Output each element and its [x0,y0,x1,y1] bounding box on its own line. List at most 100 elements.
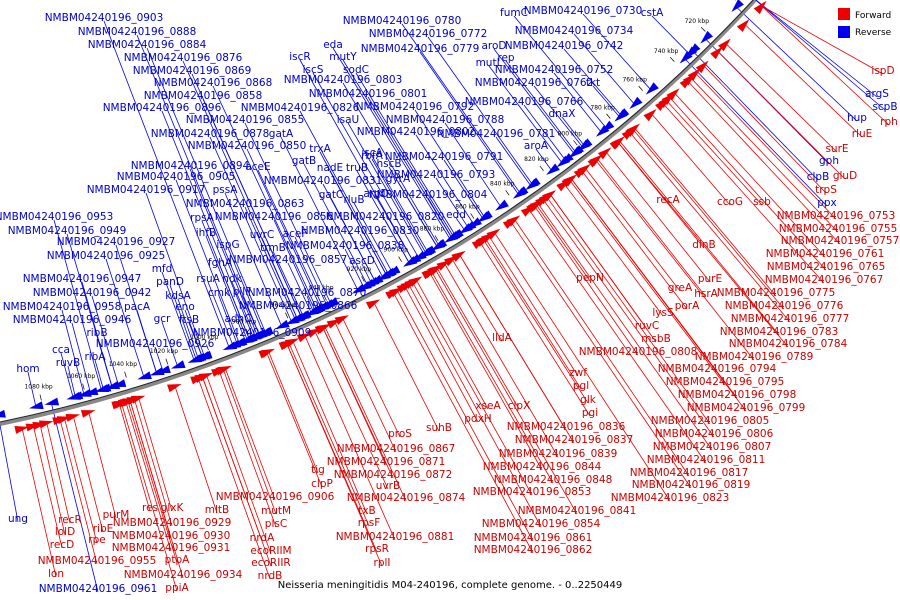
gene-label-kdsA[interactable]: kdsA [165,290,191,302]
gene-label-gatA[interactable]: gatA [269,128,294,140]
gene-label-NMBM04240196_0934[interactable]: NMBM04240196_0934 [124,569,243,581]
gene-label-ftsB[interactable]: ftsB [179,314,199,326]
gene-label-cstA[interactable]: cstA [641,7,664,19]
gene-label-gatC[interactable]: gatC [319,189,344,201]
gene-label-NMBM04240196_0820[interactable]: NMBM04240196_0820 [326,211,445,223]
gene-label-NMBM04240196_0946[interactable]: NMBM04240196_0946 [13,314,132,326]
gene-label-proS[interactable]: proS [388,428,412,440]
gene-label-NMBM04240196_0803[interactable]: NMBM04240196_0803 [284,74,403,86]
gene-label-truB[interactable]: truB [346,162,368,174]
gene-label-NMBM04240196_0949[interactable]: NMBM04240196_0949 [8,225,127,237]
gene-label-gatB[interactable]: gatB [292,155,316,167]
gene-label-msbB[interactable]: msbB [641,333,671,345]
gene-label-NMBM04240196_0881[interactable]: NMBM04240196_0881 [336,531,455,543]
gene-label-iscS[interactable]: iscS [303,64,324,76]
gene-label-pgi[interactable]: pgi [582,407,598,419]
gene-label-rpe[interactable]: rpe [88,534,105,546]
gene-label-ruvB[interactable]: ruvB [56,357,80,369]
gene-label-NMBM04240196_0791[interactable]: NMBM04240196_0791 [385,151,504,163]
gene-label-ispD[interactable]: ispD [871,65,894,77]
gene-label-NMBM04240196_0806[interactable]: NMBM04240196_0806 [655,428,774,440]
gene-label-NMBM04240196_0906[interactable]: NMBM04240196_0906 [216,491,335,503]
gene-label-NMBM04240196_0772[interactable]: NMBM04240196_0772 [369,28,488,40]
gene-label-NMBM04240196_0841[interactable]: NMBM04240196_0841 [518,505,637,517]
gene-label-lldA[interactable]: lldA [492,332,512,344]
gene-label-NMBM04240196_0844[interactable]: NMBM04240196_0844 [483,461,602,473]
gene-label-NMBM04240196_0767[interactable]: NMBM04240196_0767 [765,274,884,286]
gene-label-NMBM04240196_0779[interactable]: NMBM04240196_0779 [361,43,480,55]
gene-label-NMBM04240196_0853[interactable]: NMBM04240196_0853 [473,486,592,498]
gene-label-pepN[interactable]: pepN [576,272,604,284]
gene-label-aroD[interactable]: aroD [481,40,506,52]
gene-label-NMBM04240196_0823[interactable]: NMBM04240196_0823 [611,492,730,504]
gene-label-NMBM04240196_0831[interactable]: NMBM04240196_0831 [264,175,383,187]
gene-label-recR[interactable]: recR [58,514,82,526]
gene-label-NMBM04240196_0862[interactable]: NMBM04240196_0862 [474,544,593,556]
gene-label-NMBM04240196_0804[interactable]: NMBM04240196_0804 [369,189,488,201]
gene-label-rph[interactable]: rph [880,116,898,128]
gene-label-trxA[interactable]: trxA [309,143,331,155]
gene-label-NMBM04240196_0730[interactable]: NMBM04240196_0730 [524,5,643,17]
gene-label-NMBM04240196_0801[interactable]: NMBM04240196_0801 [309,88,428,100]
gene-label-cca[interactable]: cca [52,344,70,356]
gene-label-NMBM04240196_0961[interactable]: NMBM04240196_0961 [39,583,158,595]
gene-label-ptpA[interactable]: ptpA [165,554,190,566]
gene-label-NMBM04240196_0857[interactable]: NMBM04240196_0857 [229,254,348,266]
gene-label-ribB[interactable]: ribB [86,327,107,339]
gene-label-cmk[interactable]: cmk [208,287,231,299]
gene-label-NMBM04240196_0734[interactable]: NMBM04240196_0734 [515,25,634,37]
gene-label-NMBM04240196_0905[interactable]: NMBM04240196_0905 [117,171,236,183]
gene-label-NMBM04240196_0839[interactable]: NMBM04240196_0839 [499,448,618,460]
gene-label-NMBM04240196_0866[interactable]: NMBM04240196_0866 [239,300,358,312]
gene-label-NMBM04240196_0867[interactable]: NMBM04240196_0867 [337,443,456,455]
gene-label-NMBM04240196_0783[interactable]: NMBM04240196_0783 [720,326,839,338]
gene-label-NMBM04240196_0837[interactable]: NMBM04240196_0837 [515,434,634,446]
gene-label-NMBM04240196_0775[interactable]: NMBM04240196_0775 [717,287,836,299]
gene-label-NMBM04240196_0802[interactable]: NMBM04240196_0802 [357,126,476,138]
gene-label-NMBM04240196_0765[interactable]: NMBM04240196_0765 [767,261,886,273]
gene-label-glk[interactable]: glk [580,394,597,406]
gene-label-NMBM04240196_0788[interactable]: NMBM04240196_0788 [386,114,505,126]
gene-label-NMBM04240196_0909[interactable]: NMBM04240196_0909 [193,327,312,339]
gene-label-NMBM04240196_0869[interactable]: NMBM04240196_0869 [133,65,252,77]
gene-label-ndk[interactable]: ndk [222,273,242,285]
gene-label-ribE[interactable]: ribE [93,523,114,535]
gene-label-aroA[interactable]: aroA [524,140,549,152]
gene-label-NMBM04240196_0766[interactable]: NMBM04240196_0766 [465,96,584,108]
gene-label-trpS[interactable]: trpS [815,184,837,196]
gene-label-NMBM04240196_0929[interactable]: NMBM04240196_0929 [113,517,232,529]
gene-label-ung[interactable]: ung [8,513,28,525]
gene-label-dinB[interactable]: dinB [692,239,715,251]
gene-label-NMBM04240196_0863[interactable]: NMBM04240196_0863 [186,198,305,210]
gene-label-gph[interactable]: gph [819,155,839,167]
gene-label-rpsR[interactable]: rpsR [365,543,389,555]
gene-label-rsuA[interactable]: rsuA [196,273,220,285]
gene-label-NMBM04240196_0798[interactable]: NMBM04240196_0798 [678,389,797,401]
gene-label-ihfB[interactable]: ihfB [196,227,216,239]
gene-label-hom[interactable]: hom [16,363,39,375]
gene-label-nrdB[interactable]: nrdB [258,570,283,582]
gene-label-NMBM04240196_0780[interactable]: NMBM04240196_0780 [343,15,462,27]
gene-label-zwf[interactable]: zwf [569,367,587,379]
gene-label-edd[interactable]: edd [446,209,466,221]
gene-label-NMBM04240196_0925[interactable]: NMBM04240196_0925 [47,250,166,262]
gene-label-pssA[interactable]: pssA [213,184,239,196]
gene-label-NMBM04240196_0878[interactable]: NMBM04240196_0878 [151,128,270,140]
gene-label-surE[interactable]: surE [825,143,848,155]
gene-label-pacA[interactable]: pacA [124,301,151,313]
gene-label-NMBM04240196_0742[interactable]: NMBM04240196_0742 [505,40,624,52]
gene-label-NMBM04240196_0942[interactable]: NMBM04240196_0942 [33,287,152,299]
gene-label-porA[interactable]: porA [675,300,700,312]
gene-label-rluB[interactable]: rluB [343,194,364,206]
gene-label-xseA[interactable]: xseA [475,400,501,412]
gene-label-NMBM04240196_0757[interactable]: NMBM04240196_0757 [781,235,900,247]
gene-label-aceF[interactable]: aceF [283,228,308,240]
gene-label-fumC[interactable]: fumC [500,7,528,19]
gene-label-clpX[interactable]: clpX [508,400,531,412]
gene-label-NMBM04240196_0896[interactable]: NMBM04240196_0896 [103,102,222,114]
gene-label-aceE[interactable]: aceE [245,161,270,173]
gene-label-NMBM04240196_0953[interactable]: NMBM04240196_0953 [0,211,113,223]
gene-label-res[interactable]: res [142,502,158,514]
gene-label-gyrA[interactable]: gyrA [386,173,411,185]
gene-label-sodC[interactable]: sodC [343,64,369,76]
